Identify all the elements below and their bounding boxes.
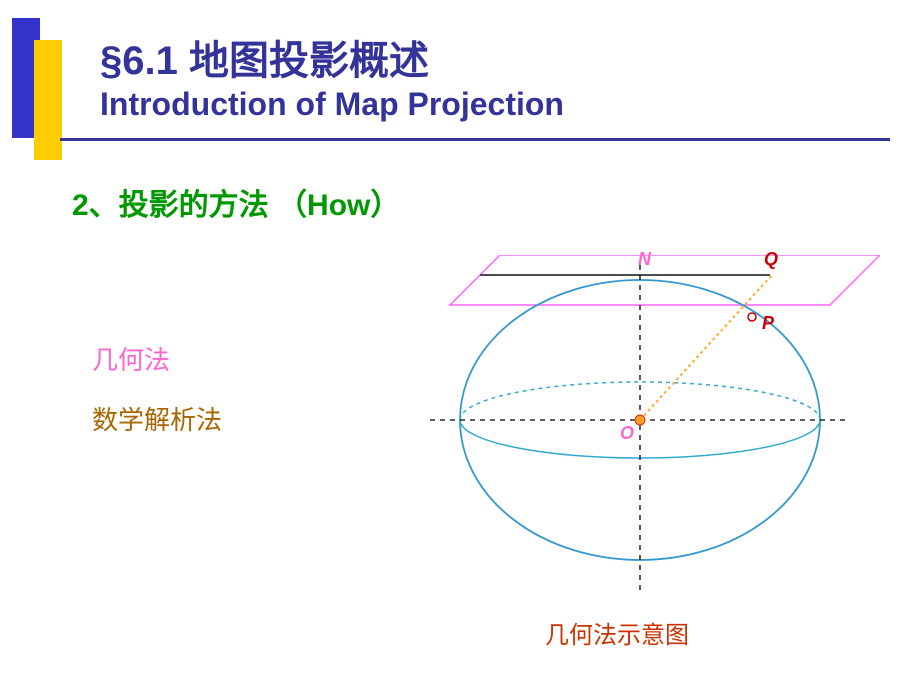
- label-O: O: [620, 423, 634, 444]
- diagram-svg: [420, 255, 880, 615]
- method-geometric: 几何法: [92, 340, 170, 377]
- projection-ray: [640, 275, 772, 420]
- diagram-caption: 几何法示意图: [545, 615, 689, 650]
- title-en: Introduction of Map Projection: [100, 86, 564, 123]
- title-cn: §6.1 地图投影概述: [100, 28, 564, 86]
- subtitle-prefix: 2、投影的方法 （: [72, 189, 307, 222]
- section-number: §6.1: [100, 39, 178, 83]
- subtitle: 2、投影的方法 （How）: [72, 180, 400, 224]
- header-decoration: [0, 0, 62, 160]
- title-underline: [60, 138, 890, 141]
- geometric-diagram: N Q P O: [420, 255, 880, 615]
- subtitle-suffix: ）: [370, 189, 400, 222]
- label-Q: Q: [764, 249, 778, 270]
- label-N: N: [638, 249, 651, 270]
- p-point: [748, 313, 756, 321]
- method-analytical: 数学解析法: [92, 400, 222, 437]
- title-block: §6.1 地图投影概述 Introduction of Map Projecti…: [100, 28, 564, 123]
- projection-plane: [450, 255, 880, 305]
- title-cn-text: 地图投影概述: [189, 39, 429, 83]
- label-P: P: [762, 313, 774, 334]
- subtitle-how: How: [307, 189, 370, 222]
- center-dot: [635, 415, 645, 425]
- bar-yellow: [34, 40, 62, 160]
